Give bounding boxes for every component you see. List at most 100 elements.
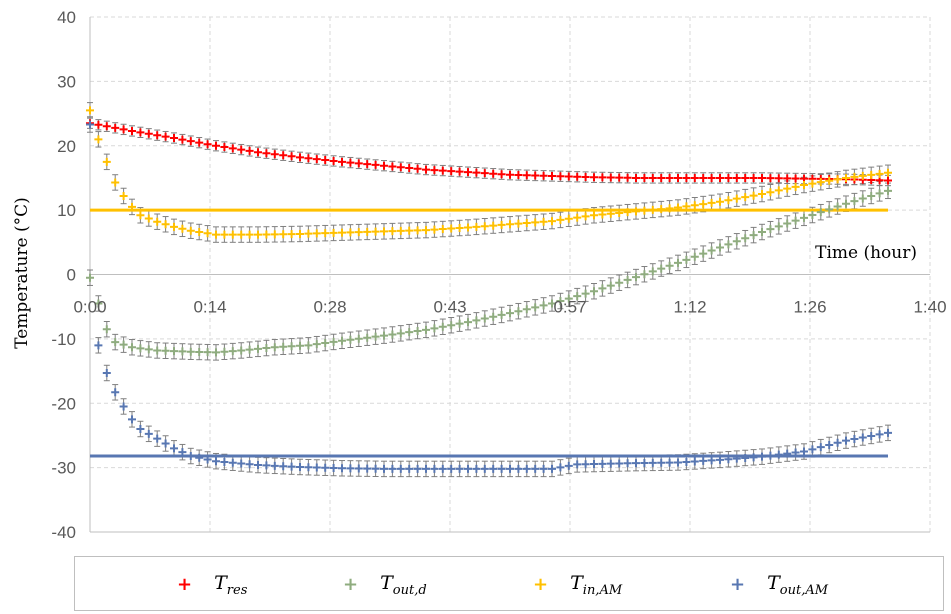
data-point <box>833 438 842 447</box>
data-point <box>522 464 531 473</box>
data-point <box>766 188 775 197</box>
data-point <box>464 223 472 232</box>
data-point <box>598 459 607 468</box>
data-point <box>270 343 279 352</box>
y-tick-label: -10 <box>51 330 76 349</box>
data-point <box>287 342 296 351</box>
data-point <box>245 146 254 155</box>
data-point <box>674 458 682 467</box>
data-point <box>178 135 187 144</box>
y-tick-label: -20 <box>51 394 76 413</box>
data-point <box>388 162 397 171</box>
data-point <box>329 228 338 237</box>
data-point <box>430 166 439 175</box>
data-point <box>203 455 212 464</box>
data-point <box>94 341 103 350</box>
data-point <box>665 261 674 270</box>
data-point <box>329 156 338 165</box>
data-point <box>111 338 120 347</box>
data-point <box>396 329 405 338</box>
data-point <box>480 314 489 323</box>
data-point <box>707 198 716 207</box>
data-point <box>245 345 254 354</box>
data-point <box>732 454 741 463</box>
data-point <box>724 173 733 182</box>
data-point <box>480 222 489 231</box>
data-point <box>682 202 691 211</box>
data-point <box>472 316 481 325</box>
data-point <box>161 346 170 355</box>
data-point <box>884 186 892 195</box>
data-point <box>548 217 556 226</box>
data-point <box>850 197 859 206</box>
y-tick-label: 0 <box>67 266 76 285</box>
data-point <box>86 273 94 282</box>
data-point <box>195 347 204 356</box>
data-point <box>102 325 111 334</box>
data-point <box>497 220 506 229</box>
data-point <box>581 173 590 182</box>
data-point <box>422 464 430 473</box>
legend-item-out-am: + Tout,AM <box>730 557 828 612</box>
y-tick-label: 20 <box>57 137 76 156</box>
legend-item-in-am: + Tin,AM <box>533 557 622 612</box>
x-tick-label: 0:57 <box>553 298 586 317</box>
data-point <box>573 172 582 181</box>
data-point <box>774 174 783 183</box>
data-point <box>203 140 212 149</box>
series-res <box>86 119 892 185</box>
data-point <box>170 347 178 356</box>
data-point <box>304 463 313 472</box>
data-point <box>640 270 649 279</box>
data-point <box>506 464 514 473</box>
data-point <box>648 205 657 214</box>
data-point <box>186 452 195 461</box>
data-point <box>884 176 892 185</box>
data-point <box>741 173 750 182</box>
data-point <box>783 219 792 228</box>
data-point <box>724 196 733 205</box>
data-point <box>548 172 556 181</box>
data-point <box>556 215 565 224</box>
data-point <box>119 340 128 349</box>
data-point <box>270 461 279 470</box>
data-point <box>254 230 262 239</box>
temperature-chart: 40 30 20 10 0 -10 -20 -30 -40 0:00 0:14 0:28 0:43 0:5… <box>12 8 947 542</box>
data-point <box>161 132 170 141</box>
data-point <box>119 402 128 411</box>
tick-labels: 40 30 20 10 0 -10 -20 -30 -40 0:00 0:14 0:28 0:43 0:5… <box>51 8 946 542</box>
data-point <box>816 208 825 217</box>
data-point <box>480 169 489 178</box>
data-point <box>338 157 346 166</box>
data-point <box>279 230 288 239</box>
x-tick-label: 1:40 <box>913 298 946 317</box>
data-point <box>825 176 834 185</box>
data-point <box>203 229 212 238</box>
data-point <box>438 225 447 234</box>
data-point <box>413 464 422 473</box>
data-point <box>623 275 632 284</box>
data-point <box>195 138 204 147</box>
legend-marker: + <box>730 574 746 595</box>
data-point <box>380 161 388 170</box>
data-point <box>228 230 237 239</box>
legend-label: Tout,d <box>380 571 427 598</box>
data-point <box>405 464 414 473</box>
data-point <box>833 202 842 211</box>
data-point <box>724 455 733 464</box>
data-point <box>489 169 498 178</box>
y-axis-title: Temperature (°C) <box>12 197 32 349</box>
data-point <box>413 164 422 173</box>
data-point <box>161 439 170 448</box>
data-point <box>438 166 447 175</box>
data-point <box>388 330 397 339</box>
data-point <box>128 415 136 424</box>
data-point <box>573 292 582 301</box>
data-point <box>430 464 439 473</box>
data-point <box>371 332 380 341</box>
data-point <box>287 462 296 471</box>
data-point <box>774 450 783 459</box>
data-point <box>657 173 666 182</box>
series-in_am <box>86 106 892 239</box>
data-point <box>438 322 447 331</box>
